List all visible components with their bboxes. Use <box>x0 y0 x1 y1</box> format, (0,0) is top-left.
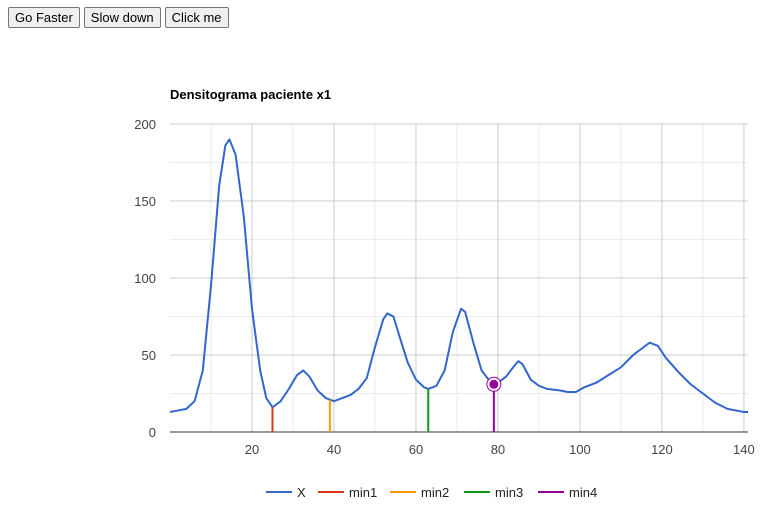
x-axis-labels: 20 40 60 80 100 120 140 <box>245 442 755 457</box>
chart-title: Densitograma paciente x1 <box>170 87 331 102</box>
x-tick-label: 140 <box>733 442 755 457</box>
legend-label-min3: min3 <box>495 485 523 500</box>
y-tick-label: 150 <box>134 194 156 209</box>
y-tick-label: 100 <box>134 271 156 286</box>
toolbar: Go Faster Slow down Click me <box>8 7 229 28</box>
y-axis-labels: 0 50 100 150 200 <box>134 117 156 440</box>
series-line-X <box>169 138 748 413</box>
chart-grid <box>170 123 748 433</box>
chart-series <box>169 138 748 432</box>
x-tick-label: 120 <box>651 442 673 457</box>
x-tick-label: 80 <box>491 442 505 457</box>
series-marker-min4 <box>487 377 501 391</box>
y-tick-label: 200 <box>134 117 156 132</box>
click-me-button[interactable]: Click me <box>164 7 229 28</box>
x-tick-label: 100 <box>569 442 591 457</box>
slow-down-button[interactable]: Slow down <box>83 7 161 28</box>
legend-label-min1: min1 <box>349 485 377 500</box>
legend-label-min4: min4 <box>569 485 597 500</box>
legend-label-X: X <box>297 485 306 500</box>
go-faster-button[interactable]: Go Faster <box>8 7 80 28</box>
x-tick-label: 60 <box>409 442 423 457</box>
y-tick-label: 50 <box>142 348 156 363</box>
x-tick-label: 40 <box>327 442 341 457</box>
legend-label-min2: min2 <box>421 485 449 500</box>
x-tick-label: 20 <box>245 442 259 457</box>
y-tick-label: 0 <box>149 425 156 440</box>
series-marker-ring-min4 <box>486 376 502 392</box>
